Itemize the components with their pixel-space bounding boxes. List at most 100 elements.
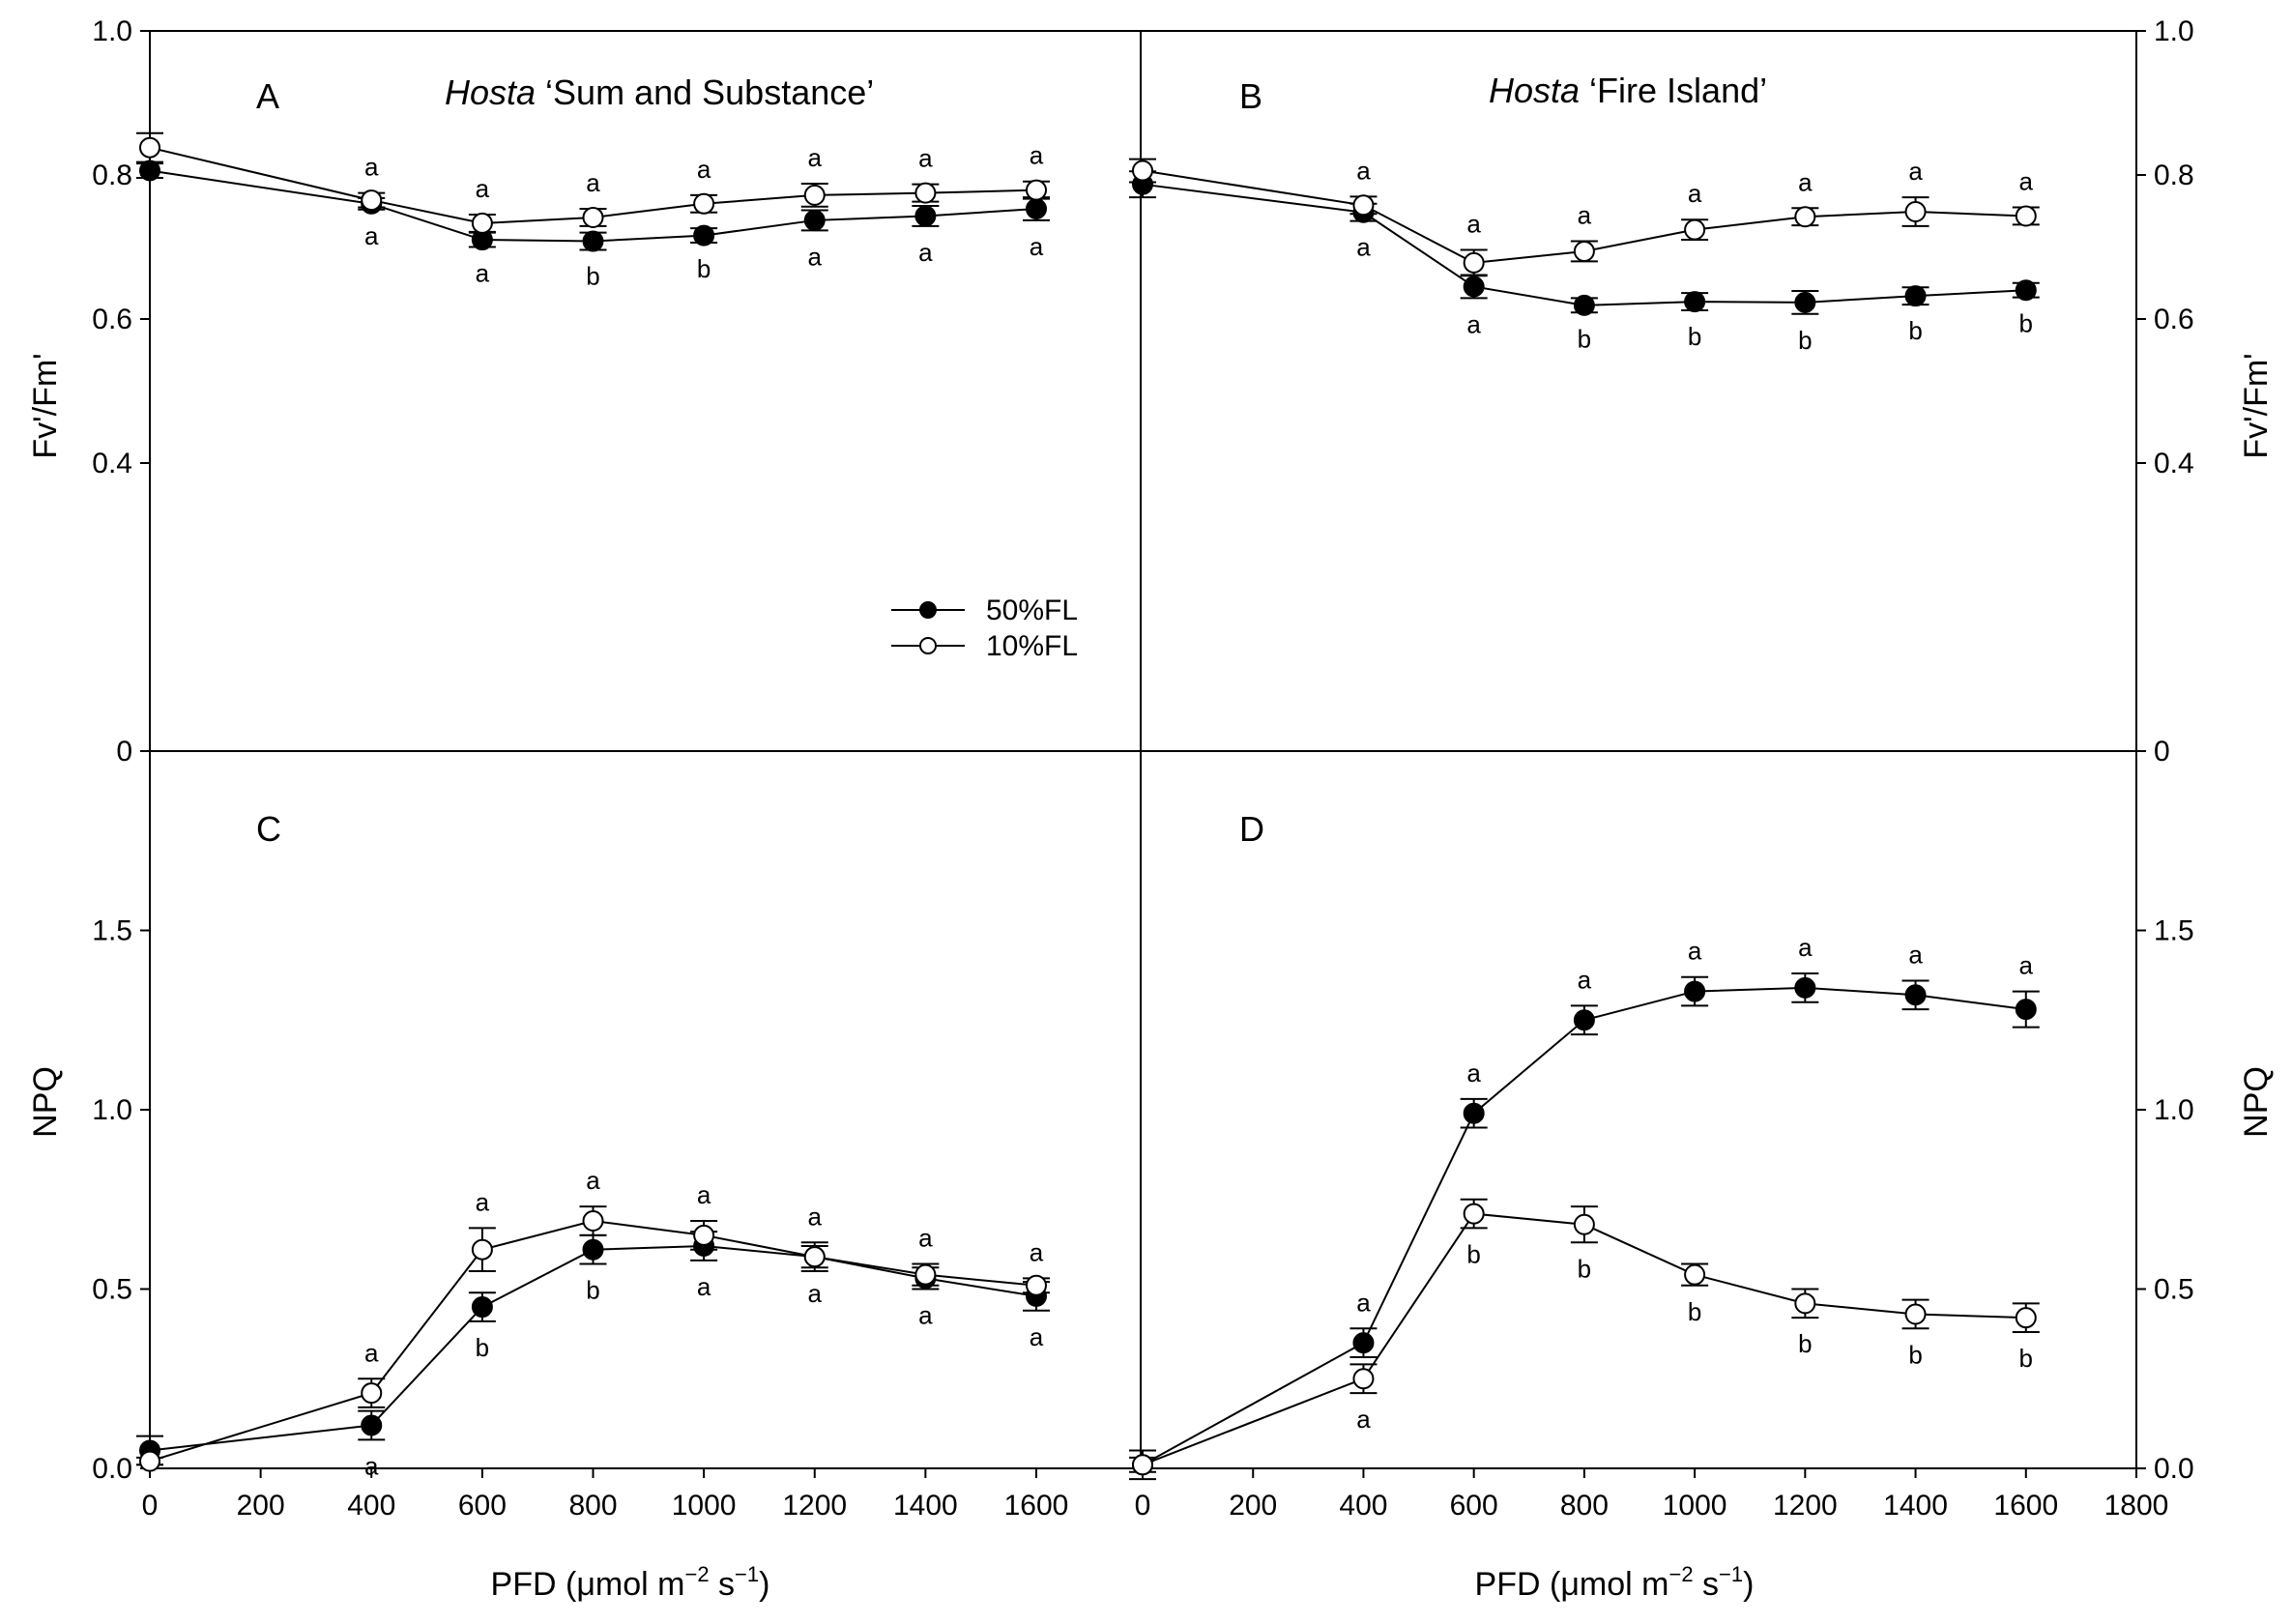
significance-letter: a — [808, 1202, 823, 1231]
xlabel-right-s: s — [1694, 1566, 1719, 1603]
data-point-50fl — [361, 1414, 383, 1436]
y-tick-label: 0 — [2154, 736, 2170, 768]
data-point-10fl — [1132, 1454, 1153, 1476]
x-tick-label: 1600 — [1004, 1490, 1069, 1522]
data-point-50fl — [582, 1238, 604, 1261]
xlabel-left-s: s — [710, 1566, 735, 1603]
data-point-50fl — [1904, 285, 1927, 307]
significance-letter: a — [1356, 233, 1371, 262]
x-tick-label: 1400 — [893, 1490, 958, 1522]
data-point-10fl — [914, 182, 937, 204]
y-tick-label: 0.0 — [2154, 1453, 2194, 1485]
significance-letter: a — [1578, 201, 1592, 230]
data-point-50fl — [803, 209, 826, 231]
data-point-10fl — [2015, 1307, 2037, 1329]
series-50fl-line — [1142, 986, 2026, 1466]
data-point-10fl — [803, 184, 826, 206]
data-point-50fl — [2015, 999, 2037, 1021]
significance-letter: a — [918, 1224, 933, 1253]
significance-letter: b — [476, 1333, 489, 1362]
significance-letter: a — [364, 1338, 379, 1367]
data-point-10fl — [1573, 1213, 1595, 1235]
xlabel-left-exp1: −2 — [684, 1562, 709, 1586]
data-point-50fl — [1026, 198, 1047, 220]
significance-letter: a — [1356, 156, 1371, 185]
data-point-50fl — [1794, 291, 1816, 313]
data-point-10fl — [1026, 1274, 1047, 1296]
panels: 0 0.4 0.6 0.8 1.0 Aa a a a a b a b a a a a a a 0 0.4 0.6 0.8 1.… — [92, 15, 2193, 1522]
x-tick-label: 1000 — [1663, 1490, 1727, 1522]
significance-letter: a — [476, 174, 490, 203]
y-tick-label: 1.0 — [2154, 1094, 2194, 1126]
data-point-10fl — [1352, 1368, 1375, 1390]
significance-letter: b — [2019, 309, 2033, 338]
data-point-50fl — [1352, 1332, 1375, 1354]
significance-letter: b — [1688, 322, 1701, 351]
legend-label-10fl: 10%FL — [986, 630, 1078, 662]
panel-a-title: Hosta ‘Sum and Substance’ — [445, 72, 874, 112]
panel-a-title-cultivar: ‘Sum and Substance’ — [536, 72, 874, 112]
x-tick-label: 800 — [568, 1490, 617, 1522]
significance-letter: a — [808, 1279, 823, 1308]
data-point-10fl — [693, 192, 715, 215]
significance-letter: b — [1466, 1239, 1480, 1268]
panel-a-title-genus: Hosta — [445, 72, 536, 112]
data-point-10fl — [1132, 160, 1153, 182]
data-point-10fl — [361, 189, 383, 212]
data-point-10fl — [361, 1382, 383, 1405]
y-tick-label: 0.5 — [2154, 1274, 2194, 1306]
x-tick-label: 1600 — [1993, 1490, 2058, 1522]
xlabel-left-mu: μ — [576, 1566, 595, 1603]
y-tick-label: 0.8 — [92, 160, 132, 191]
x-tick-label: 200 — [237, 1490, 285, 1522]
x-tick-label: 1200 — [782, 1490, 847, 1522]
x-tick-label: 600 — [458, 1490, 507, 1522]
data-point-10fl — [914, 1263, 937, 1286]
xlabel-left-exp2: −1 — [735, 1562, 759, 1586]
significance-letter: a — [808, 143, 823, 172]
data-point-50fl — [471, 1296, 493, 1319]
significance-letter: a — [1908, 940, 1923, 969]
xlabel-right-prefix: PFD ( — [1475, 1566, 1561, 1603]
y-tick-label: 0.4 — [92, 448, 132, 479]
significance-letter: a — [364, 153, 379, 182]
significance-letter: a — [918, 238, 933, 267]
data-point-50fl — [1684, 980, 1706, 1002]
significance-letter: a — [1030, 232, 1044, 261]
y-tick-label: 0.4 — [2154, 448, 2194, 479]
significance-letter: a — [476, 1187, 490, 1216]
data-point-10fl — [2015, 205, 2037, 227]
data-point-10fl — [582, 206, 604, 228]
significance-letter: a — [1688, 179, 1702, 208]
data-point-50fl — [1684, 291, 1706, 313]
y-tick-label: 0.6 — [92, 304, 132, 335]
xlabel-right-suffix: ) — [1743, 1566, 1754, 1603]
x-tick-label: 400 — [1339, 1490, 1387, 1522]
ylabel-right-bottom: NPQ — [2238, 1066, 2275, 1138]
data-point-10fl — [1573, 240, 1595, 262]
x-tick-label: 1200 — [1773, 1490, 1838, 1522]
significance-letter: b — [1908, 1340, 1922, 1369]
data-point-10fl — [471, 212, 493, 234]
data-point-10fl — [1794, 1292, 1816, 1315]
data-point-50fl — [1573, 294, 1595, 316]
significance-letter: b — [586, 1276, 599, 1305]
data-point-10fl — [1684, 1263, 1706, 1286]
series-50fl-line — [1142, 183, 2026, 306]
x-tick-label: 600 — [1450, 1490, 1498, 1522]
significance-letter: a — [1356, 1288, 1371, 1317]
panel-b-title-cultivar: ‘Fire Island’ — [1580, 71, 1767, 110]
data-point-50fl — [2015, 279, 2037, 302]
y-tick-label: 0 — [116, 736, 132, 768]
xlabel-left-unit: mol m — [595, 1566, 685, 1603]
panel-letter: A — [256, 76, 279, 116]
data-point-10fl — [1463, 1203, 1485, 1225]
y-tick-label: 0.6 — [2154, 304, 2194, 335]
xlabel-right: PFD (μmol m−2 s−1) — [1475, 1562, 1755, 1603]
data-point-10fl — [1463, 251, 1485, 274]
panel-c: 0.0 0.5 1.0 1.5 0 200 400 600 800 1000 1200 1400 160… — [92, 751, 1141, 1522]
significance-letter: a — [1030, 1237, 1044, 1266]
panel-letter: D — [1239, 809, 1264, 849]
data-point-50fl — [1573, 1009, 1595, 1031]
